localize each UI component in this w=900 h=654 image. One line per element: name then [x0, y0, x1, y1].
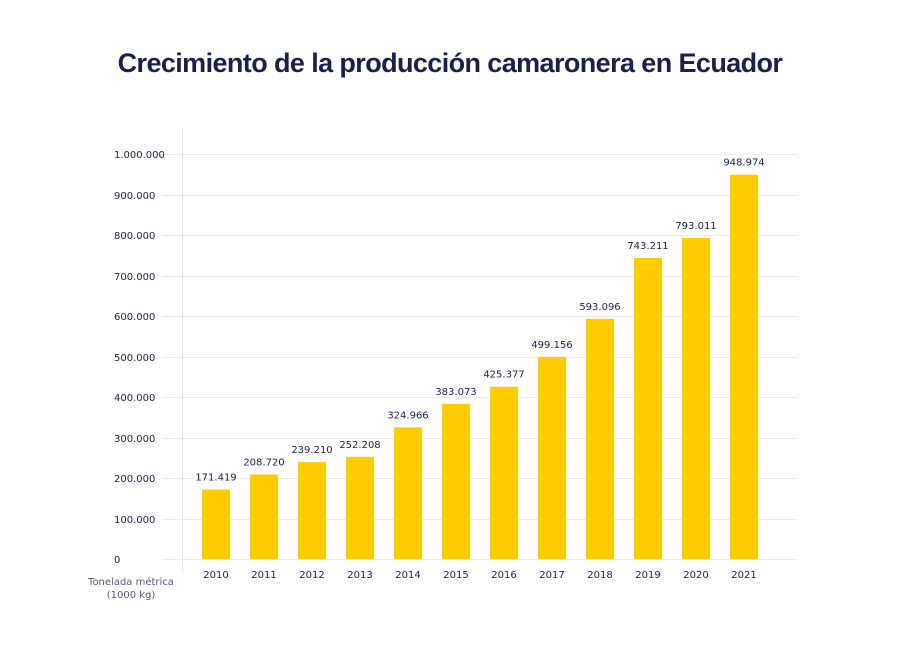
x-tick-label: 2015 — [443, 570, 468, 581]
bar — [634, 257, 662, 559]
x-tick-label: 2021 — [731, 570, 756, 581]
x-tick-label: 2011 — [251, 570, 276, 581]
data-label: 324.966 — [387, 410, 428, 421]
bar — [538, 356, 566, 559]
y-axis-unit-label-line2: (1000 kg) — [107, 590, 156, 601]
bar — [586, 318, 614, 559]
bar — [298, 462, 326, 559]
y-axis-ticks: 0 100.000 200.000 300.000 400.000 500.000 600.… — [114, 150, 165, 566]
y-tick-label: 800.000 — [114, 231, 155, 242]
bar — [490, 386, 518, 559]
data-label: 208.720 — [243, 457, 284, 468]
y-tick-label: 700.000 — [114, 272, 155, 283]
x-tick-label: 2017 — [539, 570, 564, 581]
data-label: 383.073 — [435, 387, 476, 398]
bar — [250, 474, 278, 559]
data-label: 743.211 — [627, 241, 668, 252]
data-label: 171.419 — [195, 473, 236, 484]
data-label: 239.210 — [291, 445, 332, 456]
x-tick-label: 2013 — [347, 570, 372, 581]
x-axis-ticks: 2010 2011 2012 2013 2014 2015 2016 2017 2018 2019… — [203, 570, 756, 581]
data-label: 948.974 — [723, 158, 764, 169]
bar — [442, 403, 470, 559]
data-label: 252.208 — [339, 440, 380, 451]
bar — [730, 174, 758, 559]
data-labels: 171.419 208.720 239.210 252.208 324.966 383.0… — [195, 158, 764, 484]
x-tick-label: 2012 — [299, 570, 324, 581]
bar — [346, 456, 374, 559]
y-tick-label: 0 — [114, 555, 120, 566]
y-tick-label: 900.000 — [114, 191, 155, 202]
x-tick-label: 2010 — [203, 570, 228, 581]
data-label: 425.377 — [483, 370, 524, 381]
data-label: 593.096 — [579, 302, 620, 313]
x-tick-label: 2020 — [683, 570, 708, 581]
y-tick-label: 100.000 — [114, 515, 155, 526]
chart-title: Crecimiento de la producción camaronera … — [117, 48, 783, 78]
bar — [202, 489, 230, 559]
x-tick-label: 2014 — [395, 570, 420, 581]
y-tick-label: 600.000 — [114, 312, 155, 323]
y-tick-label: 400.000 — [114, 393, 155, 404]
x-tick-label: 2018 — [587, 570, 612, 581]
x-tick-label: 2019 — [635, 570, 660, 581]
y-tick-label: 1.000.000 — [114, 150, 165, 161]
bar — [682, 237, 710, 559]
bars — [202, 174, 758, 559]
y-tick-label: 200.000 — [114, 474, 155, 485]
data-label: 793.011 — [675, 221, 716, 232]
y-axis-unit-label-line1: Tonelada métrica — [87, 576, 174, 588]
y-tick-label: 300.000 — [114, 434, 155, 445]
y-tick-label: 500.000 — [114, 353, 155, 364]
bar — [394, 427, 422, 559]
x-tick-label: 2016 — [491, 570, 516, 581]
data-label: 499.156 — [531, 340, 572, 351]
